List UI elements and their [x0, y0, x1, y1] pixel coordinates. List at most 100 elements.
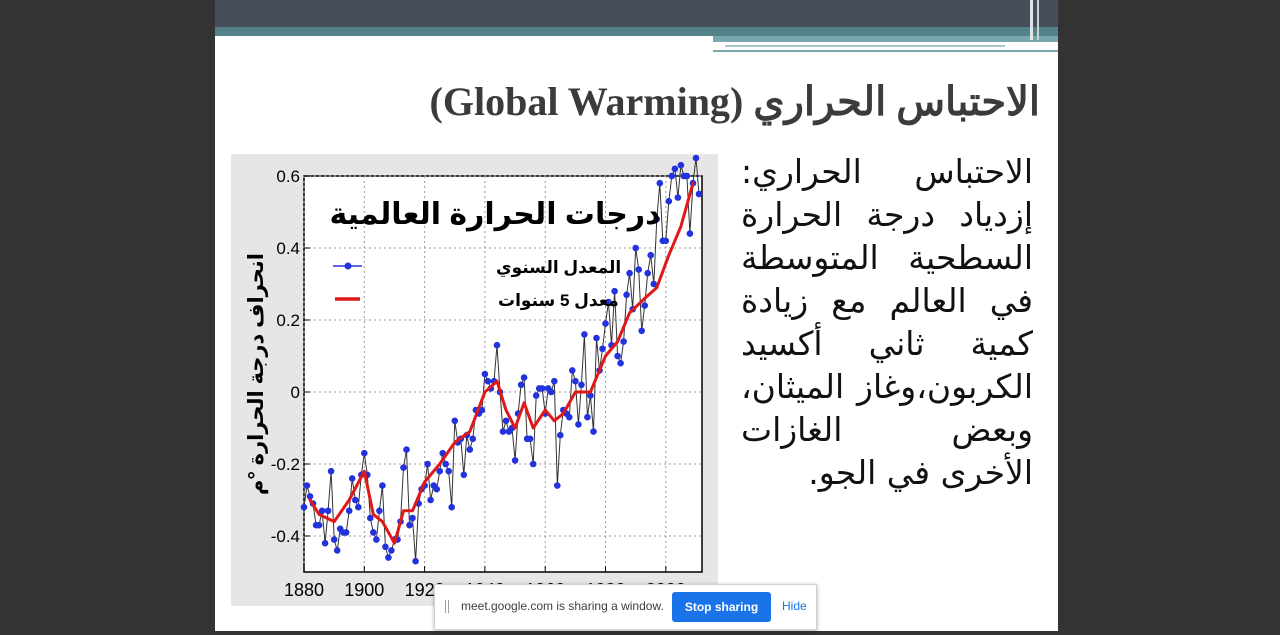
annual-point — [547, 388, 555, 396]
y-tick-label: 0.2 — [276, 311, 300, 330]
annual-point — [584, 413, 591, 421]
annual-point — [342, 529, 350, 536]
header-band — [215, 0, 1058, 27]
screen-share-banner: meet.google.com is sharing a window. Sto… — [434, 584, 817, 630]
annual-point — [321, 539, 329, 547]
stop-sharing-button[interactable]: Stop sharing — [672, 592, 771, 622]
annual-point — [638, 327, 645, 335]
annual-point — [538, 385, 546, 392]
annual-point — [532, 392, 540, 399]
y-tick-label: -0.4 — [271, 527, 300, 546]
five-year-line — [308, 181, 695, 545]
definition-text: الاحتباس الحراري: إزدياد درجة الحرارة ال… — [741, 152, 1033, 492]
header-edge-bar — [1030, 0, 1033, 40]
slide-title: الاحتباس الحراري (Global Warming) — [429, 79, 1040, 124]
annual-point — [665, 197, 673, 205]
annual-point — [662, 237, 670, 245]
annual-point — [617, 359, 624, 367]
y-tick-label: 0 — [291, 383, 300, 402]
annual-point — [348, 475, 356, 482]
annual-point — [626, 269, 633, 277]
hide-link[interactable]: Hide — [782, 599, 807, 613]
annual-point — [635, 266, 642, 273]
annual-point — [653, 215, 661, 223]
annual-point — [647, 251, 654, 259]
annual-point — [593, 334, 600, 342]
annual-point — [300, 503, 308, 511]
annual-point — [526, 435, 534, 443]
annual-point — [385, 554, 392, 561]
x-tick-label: 1880 — [284, 580, 324, 600]
annual-point — [520, 374, 528, 381]
annual-point — [388, 547, 395, 554]
header-accent-band — [215, 27, 1058, 36]
annual-point — [557, 431, 564, 439]
annual-point — [656, 179, 664, 187]
legend-annual-marker — [344, 262, 352, 270]
annual-point — [641, 302, 648, 309]
presentation-slide: الاحتباس الحراري (Global Warming) 0.6 0.4… — [215, 0, 1058, 631]
header-edge-bar-2 — [1037, 0, 1039, 40]
annual-point — [686, 230, 694, 237]
chart-title: درجات الحرارة العالمية — [329, 198, 660, 231]
annual-point — [671, 165, 679, 173]
annual-line — [303, 157, 700, 562]
y-axis-ticks: 0.6 0.4 0.2 0 -0.2 -0.4 — [271, 167, 310, 546]
annual-point — [376, 507, 383, 515]
annual-point — [493, 341, 501, 349]
annual-point — [683, 172, 691, 180]
annual-point — [484, 377, 492, 385]
annual-point — [355, 503, 362, 511]
annual-point — [352, 496, 359, 504]
annual-point — [569, 367, 576, 374]
annual-point — [499, 428, 507, 435]
annual-point — [529, 460, 537, 468]
annual-point — [469, 435, 477, 443]
annual-point — [677, 161, 685, 169]
annual-point — [445, 467, 452, 475]
annual-point — [327, 467, 335, 475]
annual-point — [303, 482, 311, 489]
annual-point — [611, 287, 618, 295]
annual-point — [674, 194, 682, 201]
header-accent-strip — [713, 36, 1058, 42]
annual-point — [614, 352, 621, 360]
annual-point — [361, 449, 368, 457]
annual-point — [315, 521, 323, 529]
annual-point — [502, 417, 510, 425]
annual-point — [403, 446, 410, 453]
annual-point — [692, 154, 700, 162]
annual-point — [370, 529, 377, 536]
annual-point — [379, 482, 386, 489]
annual-point — [318, 507, 326, 515]
drag-handle-icon[interactable] — [445, 600, 449, 613]
y-axis-label: انحراف درجة الحرارة °م — [245, 253, 268, 495]
annual-point — [668, 172, 676, 180]
annual-point — [460, 471, 468, 479]
annual-point — [575, 421, 582, 428]
x-tick-label: 1900 — [344, 580, 384, 600]
annual-point — [324, 507, 332, 515]
annual-point — [650, 280, 658, 288]
annual-point — [451, 417, 459, 425]
annual-point — [433, 485, 440, 493]
annual-point — [632, 244, 639, 252]
legend-annual-label: المعدل السنوي — [496, 258, 621, 278]
annual-point — [554, 482, 561, 489]
annual-point — [566, 413, 573, 421]
annual-point — [644, 269, 651, 277]
annual-point — [481, 370, 489, 378]
annual-point — [406, 521, 413, 529]
legend-smooth-label: معدل 5 سنوات — [498, 291, 619, 311]
y-tick-label: 0.4 — [276, 239, 300, 258]
sharing-message: meet.google.com is sharing a window. — [461, 599, 664, 613]
header-accent-line — [725, 45, 1005, 47]
annual-point — [424, 460, 431, 468]
annual-point — [581, 331, 588, 338]
annual-point — [333, 547, 341, 554]
annual-point — [578, 381, 585, 389]
chart-panel: 0.60.40.20-0.2-0.4 188019001920194019601… — [231, 154, 718, 606]
annual-point — [427, 496, 434, 504]
y-tick-label: 0.6 — [276, 167, 300, 186]
annual-point — [623, 291, 630, 299]
